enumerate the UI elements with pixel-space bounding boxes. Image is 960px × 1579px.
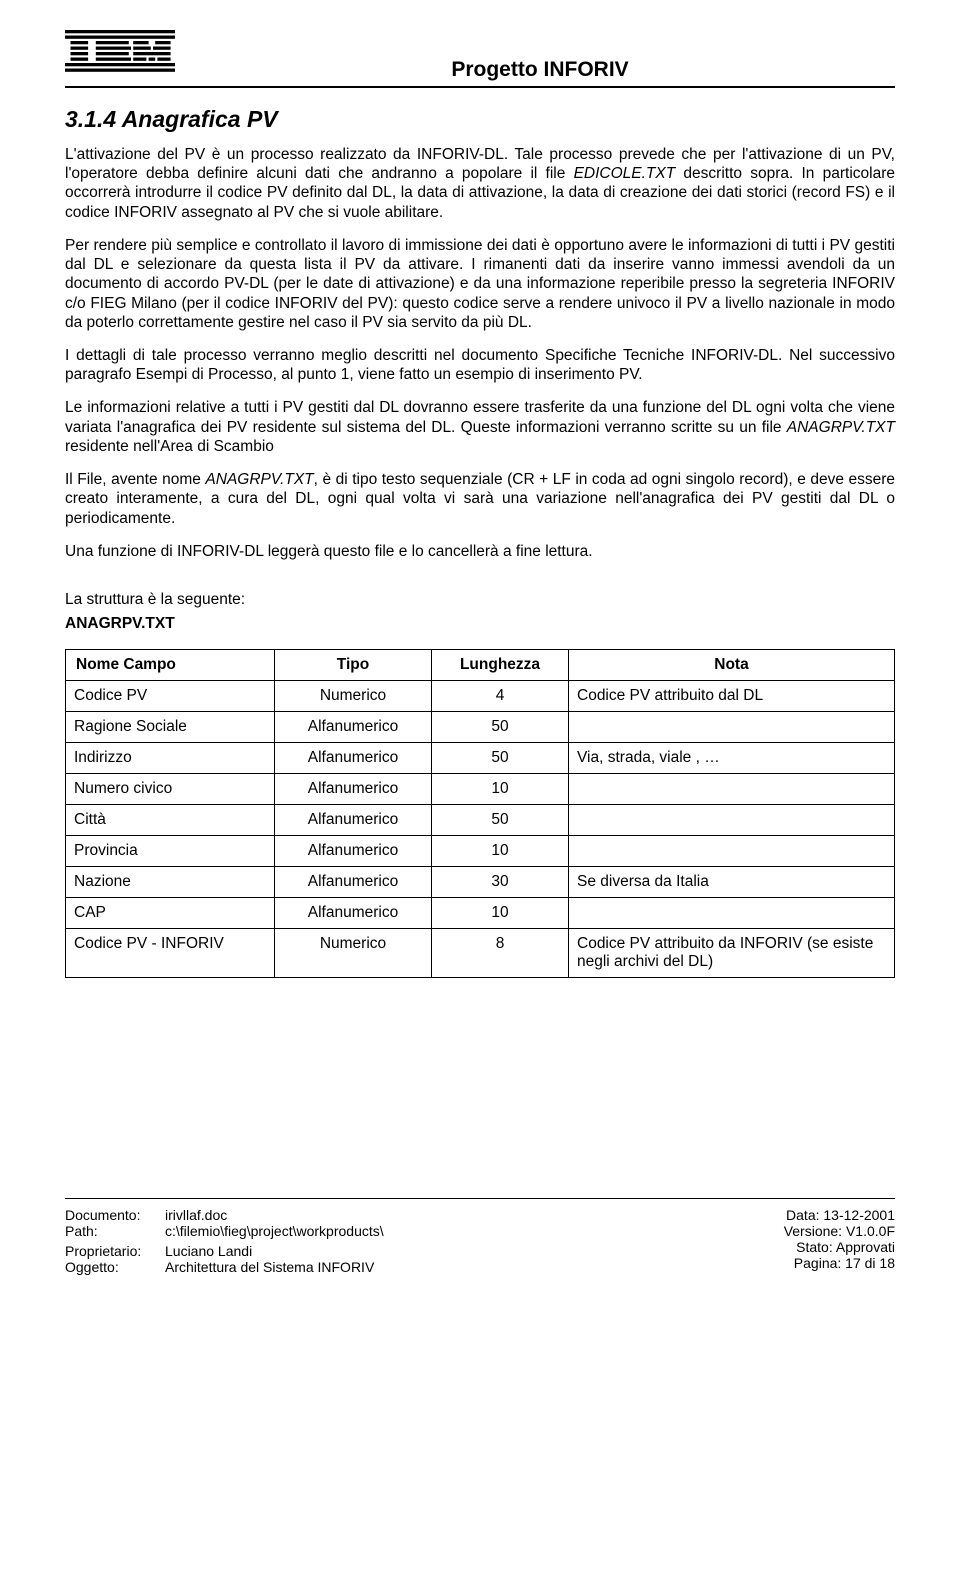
p5-text-a: Il File, avente nome bbox=[65, 471, 205, 488]
footer-data: Data: 13-12-2001 bbox=[784, 1207, 895, 1223]
footer-versione: Versione: V1.0.0F bbox=[784, 1223, 895, 1239]
table-row: CAP Alfanumerico 10 bbox=[66, 897, 895, 928]
oggetto-value: Architettura del Sistema INFORIV bbox=[165, 1259, 374, 1275]
p4-text-b: residente nell'Area di Scambio bbox=[65, 438, 274, 455]
cell-nome: Indirizzo bbox=[66, 742, 275, 773]
table-row: Codice PV - INFORIV Numerico 8 Codice PV… bbox=[66, 928, 895, 977]
cell-nota: Se diversa da Italia bbox=[569, 866, 895, 897]
documento-label: Documento: bbox=[65, 1207, 165, 1223]
cell-tipo: Numerico bbox=[275, 680, 432, 711]
cell-tipo: Alfanumerico bbox=[275, 773, 432, 804]
cell-tipo: Alfanumerico bbox=[275, 804, 432, 835]
paragraph-2: Per rendere più semplice e controllato i… bbox=[65, 236, 895, 332]
table-header-row: Nome Campo Tipo Lunghezza Nota bbox=[66, 649, 895, 680]
cell-lung: 10 bbox=[432, 835, 569, 866]
section-heading: 3.1.4 Anagrafica PV bbox=[65, 106, 895, 133]
cell-nota bbox=[569, 804, 895, 835]
project-title: Progetto INFORIV bbox=[185, 58, 895, 82]
table-row: Numero civico Alfanumerico 10 bbox=[66, 773, 895, 804]
p4-filename: ANAGRPV.TXT bbox=[787, 419, 895, 436]
cell-lung: 50 bbox=[432, 711, 569, 742]
cell-lung: 10 bbox=[432, 897, 569, 928]
table-row: Indirizzo Alfanumerico 50 Via, strada, v… bbox=[66, 742, 895, 773]
paragraph-6: Una funzione di INFORIV-DL leggerà quest… bbox=[65, 542, 895, 561]
footer-pagina: Pagina: 17 di 18 bbox=[784, 1255, 895, 1271]
cell-nota bbox=[569, 897, 895, 928]
paragraph-5: Il File, avente nome ANAGRPV.TXT, è di t… bbox=[65, 470, 895, 528]
cell-nome: Codice PV bbox=[66, 680, 275, 711]
cell-lung: 10 bbox=[432, 773, 569, 804]
th-nome-campo: Nome Campo bbox=[66, 649, 275, 680]
cell-nome: Numero civico bbox=[66, 773, 275, 804]
anagrpv-table: Nome Campo Tipo Lunghezza Nota Codice PV… bbox=[65, 649, 895, 978]
cell-nome: Provincia bbox=[66, 835, 275, 866]
cell-nota: Codice PV attribuito da INFORIV (se esis… bbox=[569, 928, 895, 977]
cell-nota: Via, strada, viale , … bbox=[569, 742, 895, 773]
ibm-logo bbox=[65, 30, 185, 74]
cell-lung: 8 bbox=[432, 928, 569, 977]
page-footer: Documento: irivllaf.doc Path: c:\filemio… bbox=[65, 1198, 895, 1275]
cell-tipo: Alfanumerico bbox=[275, 711, 432, 742]
footer-left: Documento: irivllaf.doc Path: c:\filemio… bbox=[65, 1207, 384, 1275]
footer-stato: Stato: Approvati bbox=[784, 1239, 895, 1255]
cell-nome: CAP bbox=[66, 897, 275, 928]
cell-tipo: Alfanumerico bbox=[275, 866, 432, 897]
documento-value: irivllaf.doc bbox=[165, 1207, 227, 1223]
paragraph-1: L'attivazione del PV è un processo reali… bbox=[65, 145, 895, 222]
table-file-label: ANAGRPV.TXT bbox=[65, 615, 895, 633]
proprietario-value: Luciano Landi bbox=[165, 1243, 252, 1259]
cell-tipo: Numerico bbox=[275, 928, 432, 977]
page-header: Progetto INFORIV bbox=[65, 30, 895, 88]
table-row: Codice PV Numerico 4 Codice PV attribuit… bbox=[66, 680, 895, 711]
cell-nota: Codice PV attribuito dal DL bbox=[569, 680, 895, 711]
cell-tipo: Alfanumerico bbox=[275, 742, 432, 773]
th-nota: Nota bbox=[569, 649, 895, 680]
proprietario-label: Proprietario: bbox=[65, 1243, 165, 1259]
path-value: c:\filemio\fieg\project\workproducts\ bbox=[165, 1223, 384, 1239]
document-page: Progetto INFORIV 3.1.4 Anagrafica PV L'a… bbox=[0, 0, 960, 1305]
footer-right: Data: 13-12-2001 Versione: V1.0.0F Stato… bbox=[784, 1207, 895, 1275]
paragraph-3: I dettagli di tale processo verranno meg… bbox=[65, 346, 895, 384]
cell-nota bbox=[569, 711, 895, 742]
paragraph-4: Le informazioni relative a tutti i PV ge… bbox=[65, 398, 895, 456]
cell-lung: 50 bbox=[432, 742, 569, 773]
cell-nota bbox=[569, 773, 895, 804]
cell-lung: 30 bbox=[432, 866, 569, 897]
path-label: Path: bbox=[65, 1223, 165, 1239]
cell-nota bbox=[569, 835, 895, 866]
cell-lung: 4 bbox=[432, 680, 569, 711]
p1-filename: EDICOLE.TXT bbox=[574, 165, 676, 182]
cell-tipo: Alfanumerico bbox=[275, 835, 432, 866]
cell-lung: 50 bbox=[432, 804, 569, 835]
table-row: Provincia Alfanumerico 10 bbox=[66, 835, 895, 866]
structure-label: La struttura è la seguente: bbox=[65, 591, 895, 609]
table-row: Città Alfanumerico 50 bbox=[66, 804, 895, 835]
th-lunghezza: Lunghezza bbox=[432, 649, 569, 680]
table-row: Nazione Alfanumerico 30 Se diversa da It… bbox=[66, 866, 895, 897]
th-tipo: Tipo bbox=[275, 649, 432, 680]
cell-nome: Ragione Sociale bbox=[66, 711, 275, 742]
cell-nome: Nazione bbox=[66, 866, 275, 897]
table-row: Ragione Sociale Alfanumerico 50 bbox=[66, 711, 895, 742]
cell-nome: Codice PV - INFORIV bbox=[66, 928, 275, 977]
p5-filename: ANAGRPV.TXT bbox=[205, 471, 313, 488]
p4-text-a: Le informazioni relative a tutti i PV ge… bbox=[65, 399, 895, 435]
cell-nome: Città bbox=[66, 804, 275, 835]
cell-tipo: Alfanumerico bbox=[275, 897, 432, 928]
oggetto-label: Oggetto: bbox=[65, 1259, 165, 1275]
